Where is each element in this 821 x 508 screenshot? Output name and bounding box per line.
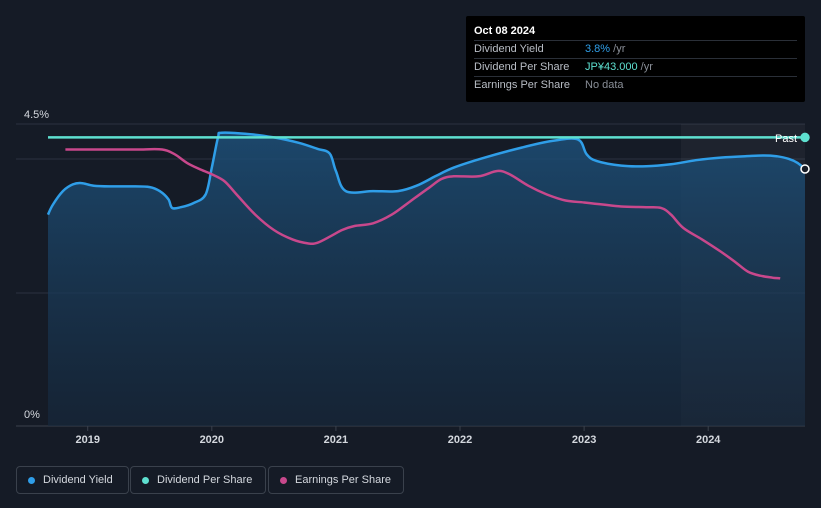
past-label: Past: [775, 133, 797, 145]
tooltip-label: Dividend Per Share: [474, 61, 570, 73]
x-tick-label: 2021: [324, 434, 348, 446]
tooltip-value: 3.8%: [585, 43, 611, 55]
tooltip-suffix: /yr: [610, 43, 626, 55]
legend-item-dividend-per-share[interactable]: Dividend Per Share: [130, 466, 266, 494]
legend-label: Dividend Per Share: [157, 474, 253, 486]
dividend-per-share-end-marker: [800, 132, 810, 143]
dividend-yield-end-marker: [800, 164, 810, 174]
y-axis-label-top: 4.5%: [24, 109, 49, 121]
legend-item-dividend-yield[interactable]: Dividend Yield: [16, 466, 129, 494]
x-tick-label: 2024: [696, 434, 721, 446]
x-tick-label: 2023: [572, 434, 596, 446]
tooltip-row-earnings-per-share: Earnings Per Share No data: [474, 76, 797, 94]
earnings-per-share-line: [65, 147, 781, 280]
dividend-yield-line: [46, 131, 806, 216]
tooltip-row-dividend-per-share: Dividend Per Share JP¥43.000 /yr: [474, 58, 797, 76]
y-axis-label-bottom: 0%: [24, 409, 40, 421]
tooltip-label: Dividend Yield: [474, 43, 544, 55]
tooltip-value: JP¥43.000: [585, 61, 638, 73]
legend-dot-icon: [142, 476, 149, 484]
legend-label: Dividend Yield: [43, 474, 113, 486]
tooltip-suffix: /yr: [637, 61, 653, 73]
x-tick-label: 2019: [75, 434, 99, 446]
x-tick-label: 2020: [200, 434, 224, 446]
tooltip-value: No data: [585, 79, 624, 91]
legend-dot-icon: [28, 476, 35, 484]
legend-item-earnings-per-share[interactable]: Earnings Per Share: [268, 466, 404, 494]
tooltip-date: Oct 08 2024: [474, 25, 536, 37]
tooltip-label: Earnings Per Share: [474, 79, 570, 91]
tooltip: Oct 08 2024 Dividend Yield 3.8% /yr Divi…: [466, 16, 805, 102]
x-tick-label: 2022: [448, 434, 472, 446]
dividend-yield-area: [48, 132, 805, 426]
legend-label: Earnings Per Share: [295, 474, 391, 486]
tooltip-row-dividend-yield: Dividend Yield 3.8% /yr: [474, 40, 797, 58]
legend-dot-icon: [280, 476, 287, 484]
